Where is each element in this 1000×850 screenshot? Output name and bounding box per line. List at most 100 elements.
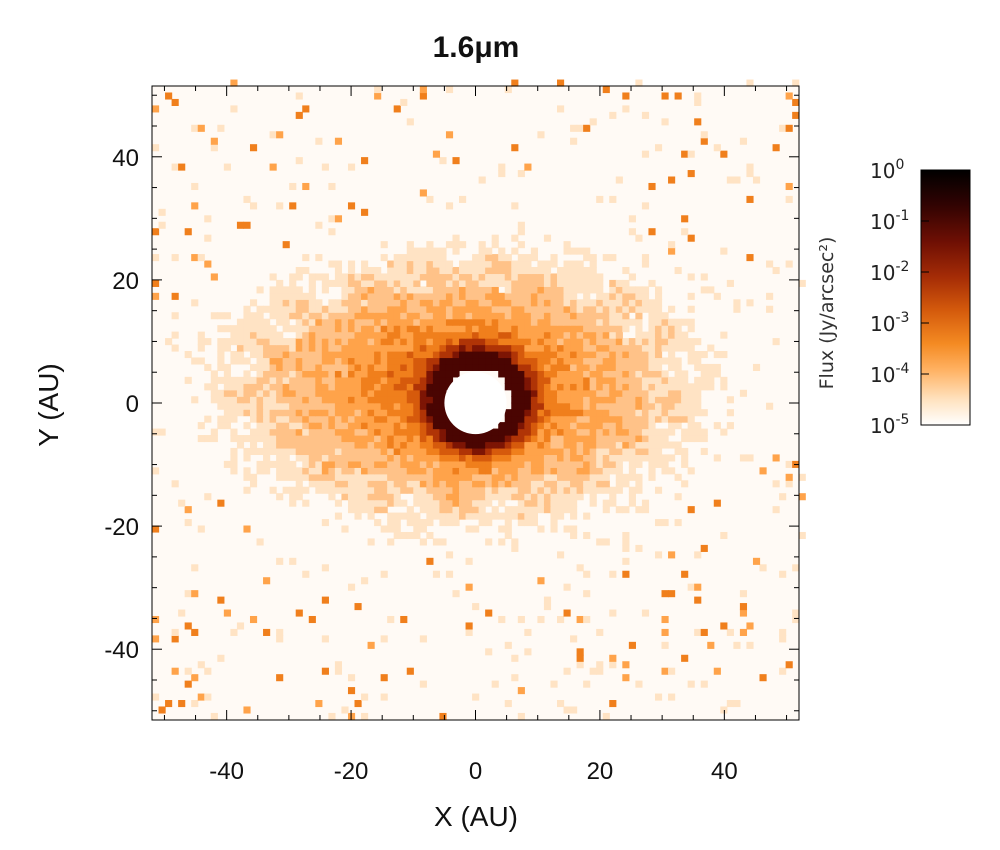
heatmap-cell (393, 460, 401, 468)
heatmap-cell (674, 92, 682, 100)
heatmap-cell (674, 396, 682, 404)
heatmap-cell (583, 460, 591, 468)
heatmap-cell (635, 286, 643, 294)
heatmap-cell (236, 396, 245, 404)
heatmap-cell (334, 435, 343, 443)
heatmap-cell (334, 215, 343, 223)
heatmap-cell (635, 486, 643, 494)
heatmap-cell (583, 428, 591, 436)
heatmap-cell (223, 396, 231, 404)
heatmap-cell (295, 363, 303, 371)
heatmap-cell (622, 318, 630, 326)
heatmap-cell (498, 163, 506, 171)
heatmap-cell (334, 279, 343, 287)
heatmap-cell (511, 654, 519, 662)
heatmap-cell (557, 473, 565, 481)
heatmap-cell (452, 467, 460, 475)
heatmap-cell (459, 260, 467, 268)
heatmap-cell (236, 351, 245, 359)
heatmap-cell (472, 344, 480, 352)
heatmap-cell (249, 338, 258, 346)
heatmap-cell (413, 370, 421, 378)
heatmap-cell (347, 344, 356, 352)
heatmap-cell (380, 396, 388, 404)
heatmap-cell (354, 480, 362, 488)
heatmap-cell (498, 247, 506, 255)
heatmap-cell (158, 428, 166, 436)
heatmap-cell (622, 351, 630, 359)
heatmap-cell (419, 357, 427, 365)
heatmap-cell (380, 570, 388, 578)
heatmap-cell (197, 331, 205, 339)
heatmap-cell (302, 435, 310, 443)
heatmap-cell (393, 279, 401, 287)
heatmap-cell (419, 402, 427, 410)
heatmap-cell (622, 480, 630, 488)
heatmap-cell (289, 344, 297, 352)
heatmap-cell (615, 467, 623, 475)
heatmap-cell (406, 325, 414, 333)
heatmap-cell (681, 570, 689, 578)
heatmap-cell (654, 370, 663, 378)
heatmap-cell (445, 460, 454, 468)
heatmap-cell (354, 603, 362, 611)
heatmap-cell (354, 286, 362, 294)
heatmap-cell (661, 318, 669, 326)
heatmap-cell (700, 363, 708, 371)
heatmap-cell (550, 460, 558, 468)
heatmap-cell (289, 325, 297, 333)
heatmap-cell (602, 506, 610, 514)
heatmap-cell (485, 493, 493, 501)
heatmap-cell (491, 473, 499, 481)
heatmap-cell (504, 338, 512, 346)
heatmap-cell (485, 499, 493, 507)
heatmap-cell (308, 325, 316, 333)
heatmap-cell (485, 512, 493, 520)
heatmap-cell (249, 344, 258, 352)
heatmap-cell (563, 247, 571, 255)
heatmap-cell (321, 383, 329, 391)
heatmap-cell (602, 396, 610, 404)
heatmap-cell (511, 409, 519, 417)
heatmap-cell (485, 357, 493, 365)
heatmap-cell (654, 396, 663, 404)
heatmap-cell (426, 241, 434, 249)
heatmap-cell (380, 480, 388, 488)
heatmap-cell (413, 254, 421, 262)
heatmap-cell (687, 292, 695, 300)
heatmap-cell (295, 299, 303, 307)
heatmap-cell (282, 344, 290, 352)
heatmap-cell (596, 325, 604, 333)
heatmap-cell (746, 195, 754, 203)
heatmap-cell (289, 460, 297, 468)
heatmap-cell (576, 402, 584, 410)
heatmap-cell (661, 118, 669, 126)
heatmap-cell (197, 525, 205, 533)
heatmap-cell (361, 467, 369, 475)
heatmap-cell (589, 383, 597, 391)
heatmap-cell (785, 124, 793, 132)
heatmap-cell (746, 170, 754, 178)
heatmap-cell (302, 318, 310, 326)
heatmap-cell (204, 667, 212, 675)
heatmap-cell (328, 493, 336, 501)
heatmap-cell (452, 279, 460, 287)
heatmap-cell (615, 415, 623, 423)
heatmap-cell (426, 376, 434, 384)
heatmap-cell (361, 441, 369, 449)
heatmap-cell (445, 312, 454, 320)
heatmap-cell (263, 460, 271, 468)
heatmap-cell (524, 254, 532, 262)
heatmap-cell (478, 473, 486, 481)
heatmap-cell (511, 338, 519, 346)
heatmap-cell (491, 467, 499, 475)
heatmap-cell (361, 292, 369, 300)
heatmap-cell (530, 460, 538, 468)
heatmap-cell (557, 344, 565, 352)
heatmap-cell (602, 363, 610, 371)
heatmap-cell (459, 344, 467, 352)
heatmap-cell (269, 312, 277, 320)
heatmap-cell (334, 325, 343, 333)
heatmap-cell (367, 428, 375, 436)
heatmap-cell (413, 338, 421, 346)
